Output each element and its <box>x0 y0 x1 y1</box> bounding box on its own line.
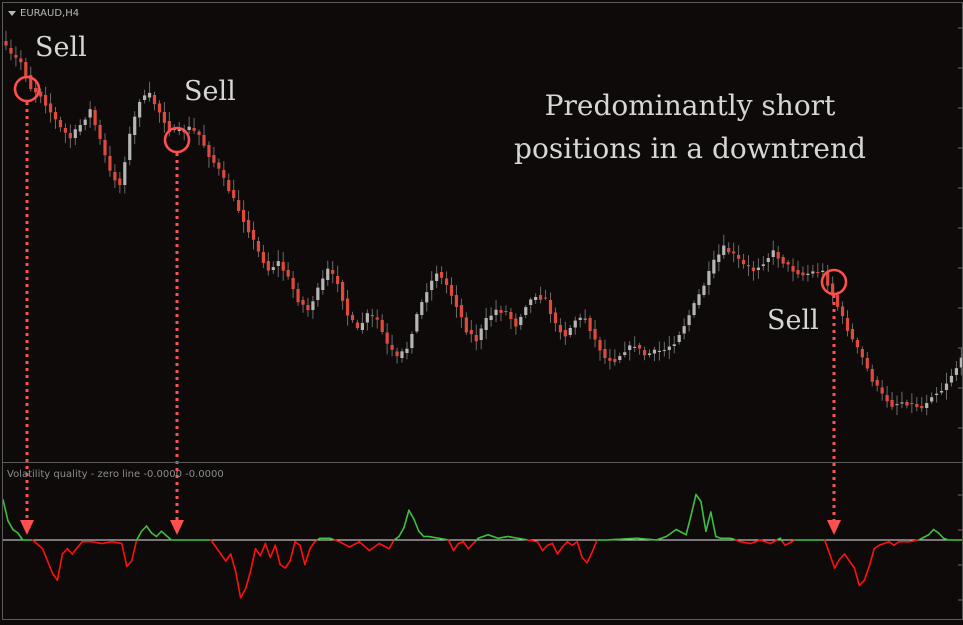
indicator-panel[interactable] <box>2 462 963 620</box>
indicator-label: Volatility quality - zero line -0.0000 -… <box>7 469 224 480</box>
sell-label-1: Sell <box>35 32 87 63</box>
collapse-triangle-icon[interactable] <box>8 11 16 16</box>
trend-headline: Predominantly short positions in a downt… <box>490 84 890 170</box>
sell-label-3: Sell <box>767 305 819 336</box>
sell-label-2: Sell <box>184 76 236 107</box>
symbol-text: EURAUD,H4 <box>20 8 79 19</box>
symbol-label[interactable]: EURAUD,H4 <box>8 8 79 19</box>
price-panel[interactable] <box>2 2 963 463</box>
